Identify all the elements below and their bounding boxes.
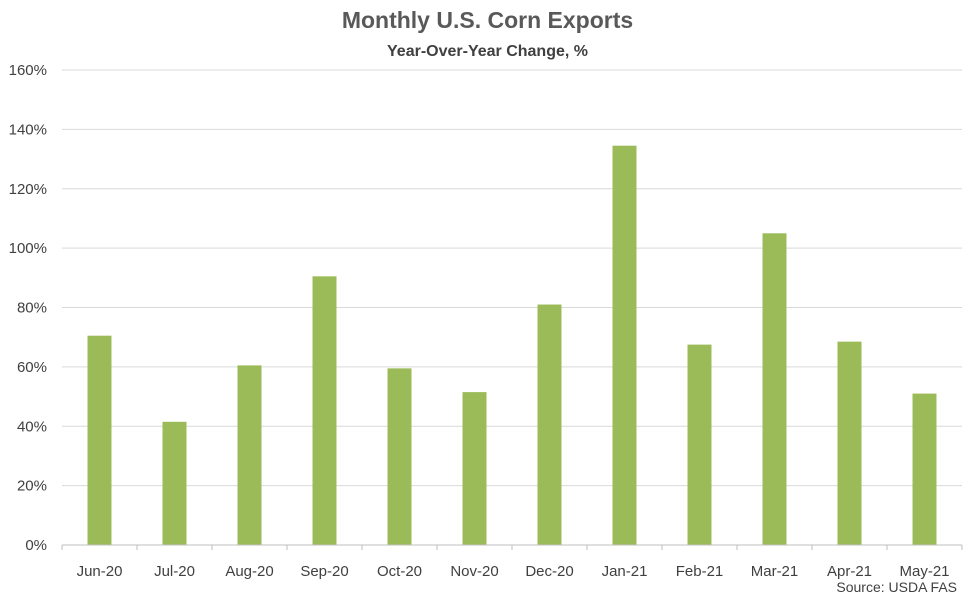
bar <box>912 393 937 545</box>
bar <box>162 421 187 545</box>
bars <box>87 145 937 545</box>
x-tick-label: Jun-20 <box>77 563 123 580</box>
x-tick-label: Jul-20 <box>154 563 195 580</box>
bar <box>237 365 262 545</box>
y-tick-label: 100% <box>9 240 47 257</box>
y-tick-label: 80% <box>17 300 47 317</box>
y-tick-label: 60% <box>17 359 47 376</box>
x-tick-label: Nov-20 <box>450 563 498 580</box>
bar <box>312 276 337 545</box>
x-tick-label: May-21 <box>899 563 949 580</box>
x-tick-label: Oct-20 <box>377 563 422 580</box>
bar <box>387 368 412 545</box>
x-axis: Jun-20 Jul-20 Aug-20 Sep-20 Oct-20 Nov-20 Dec-… <box>61 544 963 580</box>
chart-title: Monthly U.S. Corn Exports <box>341 7 634 33</box>
y-tick-label: 20% <box>17 478 47 495</box>
x-tick-label: Sep-20 <box>300 563 348 580</box>
source-note: Source: USDA FAS <box>836 579 957 595</box>
bar <box>762 233 787 545</box>
gridlines <box>62 69 962 487</box>
x-tick-label: Feb-21 <box>676 563 724 580</box>
bar <box>837 341 862 545</box>
y-tick-label: 140% <box>9 121 47 138</box>
chart-subtitle: Year-Over-Year Change, % <box>387 43 588 60</box>
bar <box>537 304 562 545</box>
y-tick-label: 120% <box>9 181 47 198</box>
bar <box>462 392 487 545</box>
x-tick-label: Apr-21 <box>827 563 872 580</box>
y-tick-label: 40% <box>17 418 47 435</box>
x-tick-label: Dec-20 <box>525 563 573 580</box>
bar <box>87 335 112 545</box>
x-tick-label: Jan-21 <box>602 563 648 580</box>
bar <box>612 145 637 545</box>
y-tick-label: 0% <box>25 537 47 554</box>
bar <box>687 344 712 545</box>
x-tick-label: Mar-21 <box>751 563 799 580</box>
y-tick-label: 160% <box>9 62 47 79</box>
y-axis: 0% 20% 40% 60% 80% 100% 120% 140% 160% <box>9 62 47 554</box>
x-tick-label: Aug-20 <box>225 563 273 580</box>
